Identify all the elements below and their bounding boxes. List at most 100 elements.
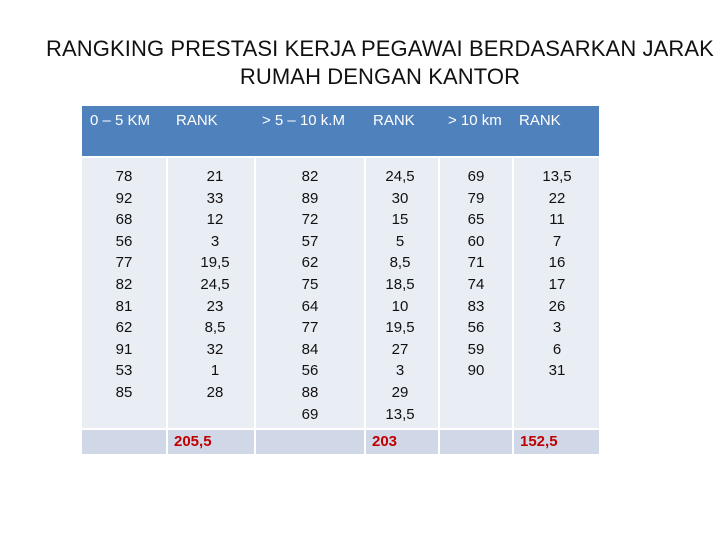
table-cell: 64 — [301, 297, 319, 315]
total-cell-rank-5-10: 203 — [366, 430, 438, 454]
table-cell: 11 — [549, 211, 565, 229]
data-cell-distance-5-10: 82 89 72 57 62 75 64 77 84 56 88 69 — [256, 158, 364, 428]
table-cell: 62 — [301, 254, 319, 272]
table-data-row: 78 92 68 56 77 82 81 62 91 53 85 21 33 1… — [82, 158, 599, 428]
table-cell: 7 — [552, 232, 562, 250]
table-cell: 6 — [552, 340, 562, 358]
table-cell: 3 — [552, 319, 562, 337]
table-cell: 31 — [548, 362, 566, 380]
table-cell: 13,5 — [385, 405, 415, 423]
table-cell: 65 — [467, 211, 485, 229]
table-cell: 75 — [301, 275, 319, 293]
table-cell: 28 — [206, 383, 224, 401]
table-cell: 74 — [467, 275, 485, 293]
table-cell: 23 — [206, 297, 224, 315]
table-cell: 88 — [301, 383, 319, 401]
header-rank-over-10: RANK — [519, 112, 561, 129]
table-cell: 69 — [301, 405, 319, 423]
column-divider — [364, 158, 366, 454]
page-title-line-2: RUMAH DENGAN KANTOR — [239, 64, 521, 89]
table-cell: 30 — [391, 189, 409, 207]
table-cell: 26 — [548, 297, 566, 315]
total-rank-5-10: 203 — [372, 433, 398, 450]
table-cell: 53 — [115, 362, 133, 380]
table-cell: 68 — [115, 211, 133, 229]
values-distance-0-5: 78 92 68 56 77 82 81 62 91 53 85 — [110, 166, 138, 404]
column-divider — [166, 158, 168, 454]
ranking-table: 0 – 5 KM RANK > 5 – 10 k.M RANK > 10 km … — [82, 106, 599, 454]
table-cell: 62 — [115, 319, 133, 337]
table-cell: 57 — [301, 232, 319, 250]
page-title: RANGKING PRESTASI KERJA PEGAWAI BERDASAR… — [0, 35, 720, 91]
data-cell-distance-over-10: 69 79 65 60 71 74 83 56 59 90 — [440, 158, 512, 428]
row-divider — [82, 428, 599, 430]
table-cell: 22 — [548, 189, 566, 207]
column-divider — [438, 158, 440, 454]
total-cell-distance-5-10 — [256, 430, 364, 454]
values-distance-over-10: 69 79 65 60 71 74 83 56 59 90 — [462, 166, 490, 382]
total-rank-over-10: 152,5 — [520, 433, 558, 450]
table-cell: 15 — [391, 211, 409, 229]
table-cell: 81 — [115, 297, 133, 315]
table-cell: 77 — [115, 254, 133, 272]
total-cell-distance-over-10 — [440, 430, 512, 454]
table-cell: 12 — [206, 211, 224, 229]
table-cell: 91 — [115, 340, 133, 358]
table-header-row: 0 – 5 KM RANK > 5 – 10 k.M RANK > 10 km … — [82, 106, 599, 158]
table-cell: 56 — [115, 232, 133, 250]
values-rank-over-10: 13,5 22 11 7 16 17 26 3 6 31 — [535, 166, 579, 382]
column-divider — [254, 158, 256, 454]
data-cell-distance-0-5: 78 92 68 56 77 82 81 62 91 53 85 — [82, 158, 166, 428]
header-distance-over-10: > 10 km — [448, 112, 502, 129]
table-cell: 84 — [301, 340, 319, 358]
table-cell: 85 — [115, 383, 133, 401]
table-cell: 19,5 — [200, 254, 230, 272]
table-cell: 5 — [395, 232, 405, 250]
header-distance-5-10: > 5 – 10 k.M — [262, 112, 345, 129]
table-cell: 82 — [115, 275, 133, 293]
table-cell: 90 — [467, 362, 485, 380]
table-cell: 83 — [467, 297, 485, 315]
table-cell: 59 — [467, 340, 485, 358]
page-title-line-1: RANGKING PRESTASI KERJA PEGAWAI BERDASAR… — [46, 36, 714, 61]
table-cell: 18,5 — [385, 275, 415, 293]
table-cell: 56 — [301, 362, 319, 380]
header-rank-0-5: RANK — [176, 112, 218, 129]
column-divider — [512, 158, 514, 454]
total-cell-distance-0-5 — [82, 430, 166, 454]
table-cell: 79 — [467, 189, 485, 207]
table-cell: 24,5 — [200, 275, 230, 293]
values-rank-5-10: 24,5 30 15 5 8,5 18,5 10 19,5 27 3 29 13… — [378, 166, 422, 425]
total-cell-rank-over-10: 152,5 — [514, 430, 599, 454]
table-cell: 24,5 — [385, 168, 415, 185]
table-cell: 27 — [391, 340, 409, 358]
table-cell: 32 — [206, 340, 224, 358]
table-cell: 33 — [206, 189, 224, 207]
table-cell: 29 — [391, 383, 409, 401]
table-cell: 82 — [301, 168, 319, 185]
data-cell-rank-5-10: 24,5 30 15 5 8,5 18,5 10 19,5 27 3 29 13… — [366, 158, 438, 428]
table-cell: 1 — [210, 362, 220, 380]
total-cell-rank-0-5: 205,5 — [168, 430, 254, 454]
table-cell: 71 — [467, 254, 485, 272]
table-cell: 3 — [210, 232, 220, 250]
data-cell-rank-over-10: 13,5 22 11 7 16 17 26 3 6 31 — [514, 158, 599, 428]
table-cell: 13,5 — [542, 168, 572, 185]
table-cell: 16 — [548, 254, 566, 272]
table-total-row: 205,5 203 152,5 — [82, 430, 599, 454]
table-cell: 60 — [467, 232, 485, 250]
table-cell: 10 — [391, 297, 409, 315]
values-distance-5-10: 82 89 72 57 62 75 64 77 84 56 88 69 — [296, 166, 324, 425]
table-cell: 19,5 — [385, 319, 415, 337]
table-cell: 69 — [467, 168, 485, 185]
header-rank-5-10: RANK — [373, 112, 415, 129]
values-rank-0-5: 21 33 12 3 19,5 24,5 23 8,5 32 1 28 — [195, 166, 235, 404]
header-distance-0-5: 0 – 5 KM — [90, 112, 151, 129]
table-cell: 21 — [206, 168, 224, 185]
table-cell: 92 — [115, 189, 133, 207]
table-cell: 56 — [467, 319, 485, 337]
table-cell: 89 — [301, 189, 319, 207]
table-cell: 77 — [301, 319, 319, 337]
table-cell: 3 — [395, 362, 405, 380]
table-cell: 8,5 — [204, 319, 226, 337]
